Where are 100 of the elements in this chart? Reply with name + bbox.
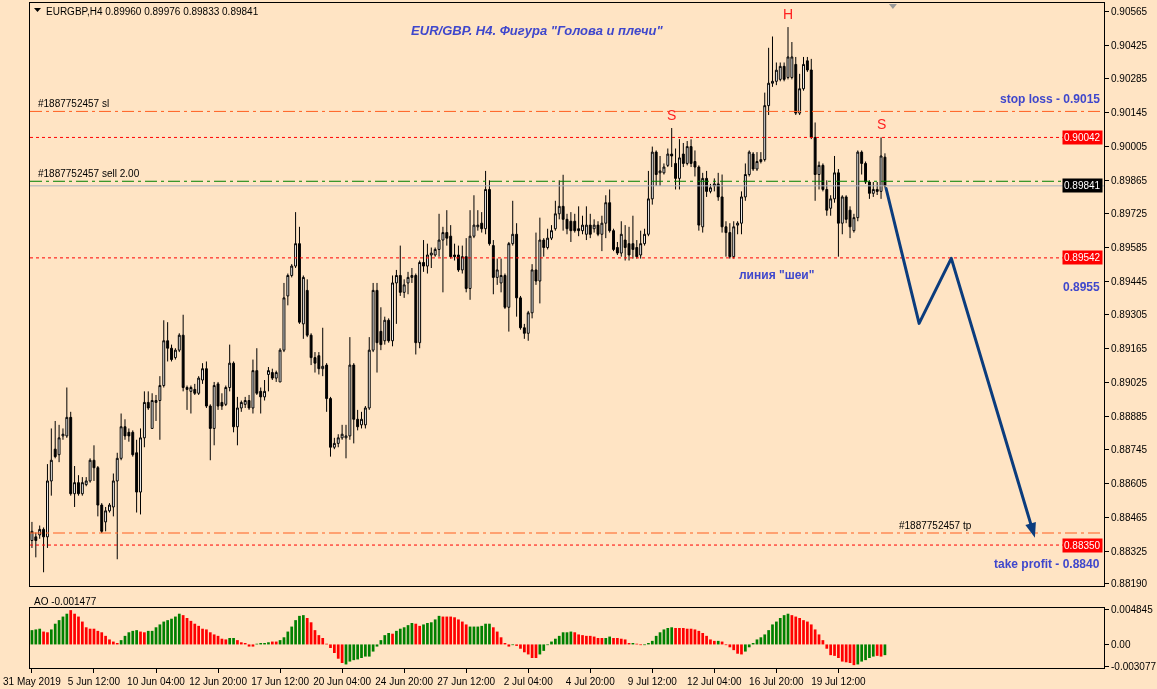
bar [771, 624, 774, 645]
y-tick-label: 0.88885 [1111, 410, 1148, 422]
bar [212, 634, 216, 645]
x-tick-label: 20 Jun 04:00 [313, 676, 372, 687]
bar [740, 644, 743, 655]
bar [871, 644, 875, 657]
bar [697, 630, 701, 645]
bar [298, 615, 301, 645]
candlestick [755, 151, 759, 172]
bar [305, 618, 309, 645]
bar [422, 624, 425, 645]
bar [802, 620, 805, 645]
bar [135, 630, 138, 645]
bar [864, 644, 867, 661]
bar [453, 617, 456, 645]
annotation: take profit - 0.8840 [994, 557, 1100, 571]
ref-line-label: 0.89841 [1064, 180, 1101, 191]
candlestick [456, 245, 460, 273]
bar [798, 618, 801, 645]
bar [875, 644, 879, 656]
bar [131, 630, 135, 645]
bar [681, 628, 685, 645]
bar [623, 639, 627, 645]
bar [383, 635, 387, 645]
bar [208, 632, 212, 645]
y-tick-label: 0.89165 [1111, 343, 1148, 355]
bar [608, 636, 612, 645]
candlestick [406, 271, 410, 295]
bar [577, 634, 580, 645]
bar [429, 622, 433, 645]
candlestick [243, 396, 247, 409]
candlestick [569, 211, 573, 243]
bar [747, 644, 751, 648]
bar [360, 644, 363, 658]
bar [352, 644, 356, 661]
bar [542, 644, 546, 651]
bar [239, 642, 243, 645]
bar [557, 635, 561, 645]
bar [251, 644, 255, 647]
bar [860, 644, 864, 662]
bar [736, 644, 739, 654]
bar [833, 644, 836, 656]
bar [744, 644, 747, 652]
chart-subtitle: EURGBP,H4 0.89960 0.89976 0.89833 0.89841 [46, 6, 259, 17]
bar [193, 623, 197, 645]
bar [678, 628, 681, 645]
x-tick-label: 9 Jul 12:00 [627, 676, 678, 687]
bar [837, 644, 840, 658]
y-tick-label: 0.88325 [1111, 545, 1148, 557]
bar [402, 627, 406, 645]
x-tick-label: 2 Jul 04:00 [503, 676, 554, 687]
y-tick-label: 0.88190 [1111, 578, 1148, 590]
candlestick [670, 127, 674, 168]
bar [414, 623, 418, 645]
annotation: линия "шеи" [739, 268, 815, 282]
bar [247, 644, 251, 647]
bar [166, 620, 169, 645]
bar [573, 632, 577, 645]
bar [778, 618, 782, 645]
candlestick [391, 274, 394, 347]
bar [732, 644, 736, 651]
bar [670, 627, 674, 645]
bar [491, 627, 495, 645]
bar [616, 638, 619, 645]
bar [654, 635, 658, 645]
bar [100, 632, 104, 645]
bar [484, 623, 487, 645]
bar [73, 613, 76, 645]
x-tick-label: 17 Jun 12:00 [251, 676, 310, 687]
chart-title: AO -0.001477 [34, 595, 97, 607]
bar [433, 619, 437, 645]
bar [391, 633, 394, 645]
bar [685, 628, 689, 645]
x-tick-label: 5 Jun 12:00 [67, 676, 121, 687]
candlestick [732, 220, 736, 260]
bar [588, 635, 592, 645]
bar [267, 642, 270, 645]
bar [592, 636, 596, 645]
bar [356, 644, 359, 660]
candlestick [685, 140, 689, 166]
y-tick-label: 0.89305 [1111, 309, 1148, 321]
bar [426, 623, 429, 645]
bar [775, 621, 778, 645]
bar [387, 633, 390, 645]
y-tick-label: 0.88605 [1111, 478, 1148, 490]
candlestick [150, 392, 154, 429]
bar [201, 628, 204, 645]
bar [69, 610, 73, 645]
bar [840, 644, 844, 662]
bar [868, 644, 871, 658]
bar [581, 635, 584, 645]
x-tick-label: 4 Jul 20:00 [565, 676, 616, 687]
bar [177, 613, 181, 645]
bar [488, 623, 491, 645]
x-tick-label: 24 Jun 20:00 [375, 676, 434, 687]
bar [763, 634, 767, 645]
bar [336, 644, 340, 659]
annotation: 0.8955 [1063, 280, 1101, 294]
bar [457, 619, 460, 645]
bar [80, 621, 84, 645]
